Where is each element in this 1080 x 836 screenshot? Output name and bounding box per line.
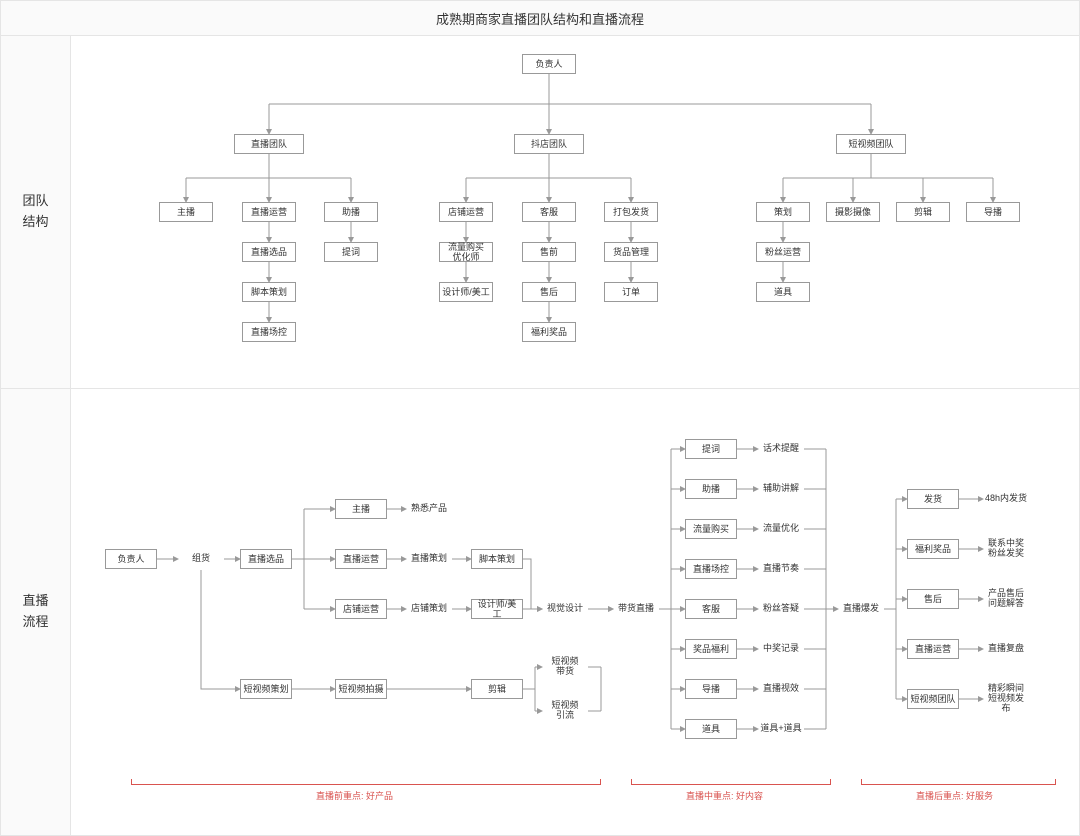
flow-h6: 短视频带货: [542, 656, 588, 678]
flow-n3: 主播: [335, 499, 387, 519]
flow-rh3: 流量优化: [758, 518, 804, 540]
flow-r8: 道具: [685, 719, 737, 739]
team-child-1-2: 打包发货: [604, 202, 658, 222]
team-child-2-2: 剪辑: [896, 202, 950, 222]
flow-h2: 熟悉产品: [406, 498, 452, 520]
flow-h5: 视觉设计: [542, 598, 588, 620]
flow-p5: 短视频团队: [907, 689, 959, 709]
flow-ph5: 精彩瞬间短视频发布: [983, 688, 1029, 710]
team-chain-0-1-1: 脚本策划: [242, 282, 296, 302]
section-flow: 直播流程 负责人组货直播选品主播熟悉产品直播运营直播策划脚本策划店铺运营店铺策划…: [0, 389, 1080, 836]
footer-note-2: 直播后重点: 好服务: [916, 789, 993, 802]
flow-ph4: 直播复盘: [983, 638, 1029, 660]
flow-h9: 直播爆发: [838, 598, 884, 620]
team-chain-0-1-0: 直播选品: [242, 242, 296, 262]
team-group-0: 直播团队: [234, 134, 304, 154]
team-root: 负责人: [522, 54, 576, 74]
flow-n5: 脚本策划: [471, 549, 523, 569]
team-child-0-1: 直播运营: [242, 202, 296, 222]
flow-p2: 福利奖品: [907, 539, 959, 559]
flow-rh2: 辅助讲解: [758, 478, 804, 500]
flow-r3: 流量购买: [685, 519, 737, 539]
team-chain-1-0-1: 设计师/美工: [439, 282, 493, 302]
team-child-1-0: 店铺运营: [439, 202, 493, 222]
flow-r7: 导播: [685, 679, 737, 699]
team-chain-2-0-0: 粉丝运营: [756, 242, 810, 262]
team-chain-1-1-2: 福利奖品: [522, 322, 576, 342]
flow-n10: 剪辑: [471, 679, 523, 699]
flow-h7: 短视频引流: [542, 700, 588, 722]
flow-rh5: 粉丝答疑: [758, 598, 804, 620]
flow-r1: 提词: [685, 439, 737, 459]
team-chain-1-1-1: 售后: [522, 282, 576, 302]
title-text: 成熟期商家直播团队结构和直播流程: [436, 9, 644, 28]
sidebar-flow: 直播流程: [1, 389, 71, 835]
bracket-2: [861, 779, 1056, 785]
flow-p4: 直播运营: [907, 639, 959, 659]
sidebar-flow-label: 直播流程: [22, 591, 48, 633]
flow-rh7: 直播视效: [758, 678, 804, 700]
flow-p1: 发货: [907, 489, 959, 509]
flow-h8: 带货直播: [613, 598, 659, 620]
flow-n9: 短视频拍摄: [335, 679, 387, 699]
team-chain-2-0-1: 道具: [756, 282, 810, 302]
team-chain-1-0-0: 流量购买优化师: [439, 242, 493, 262]
footer-note-0: 直播前重点: 好产品: [316, 789, 393, 802]
flow-ph3: 产品售后问题解答: [983, 588, 1029, 610]
team-child-0-0: 主播: [159, 202, 213, 222]
flow-n8: 短视频策划: [240, 679, 292, 699]
team-group-2: 短视频团队: [836, 134, 906, 154]
sidebar-team: 团队结构: [1, 36, 71, 388]
flow-r4: 直播场控: [685, 559, 737, 579]
flow-n4: 直播运营: [335, 549, 387, 569]
bracket-1: [631, 779, 831, 785]
canvas-flow: 负责人组货直播选品主播熟悉产品直播运营直播策划脚本策划店铺运营店铺策划设计师/美…: [71, 389, 1079, 835]
flow-rh8: 道具+道具: [758, 718, 804, 740]
flow-r5: 客服: [685, 599, 737, 619]
team-child-2-1: 摄影摄像: [826, 202, 880, 222]
flow-n7: 设计师/美工: [471, 599, 523, 619]
page-title: 成熟期商家直播团队结构和直播流程: [0, 0, 1080, 36]
sidebar-team-label: 团队结构: [22, 191, 48, 233]
team-group-1: 抖店团队: [514, 134, 584, 154]
flow-ph2: 联系中奖粉丝发奖: [983, 538, 1029, 560]
flow-n2: 直播选品: [240, 549, 292, 569]
flow-n6: 店铺运营: [335, 599, 387, 619]
section-team: 团队结构 负责人直播团队主播 直播运营直播选品脚本策划直播场控 助播提词 抖店团队店铺…: [0, 36, 1080, 389]
team-chain-0-2-0: 提词: [324, 242, 378, 262]
flow-rh4: 直播节奏: [758, 558, 804, 580]
team-child-0-2: 助播: [324, 202, 378, 222]
flow-p3: 售后: [907, 589, 959, 609]
team-chain-1-2-1: 订单: [604, 282, 658, 302]
team-child-2-0: 策划: [756, 202, 810, 222]
flow-h4: 店铺策划: [406, 598, 452, 620]
flow-r2: 助播: [685, 479, 737, 499]
team-chain-1-1-0: 售前: [522, 242, 576, 262]
canvas-team: 负责人直播团队主播 直播运营直播选品脚本策划直播场控 助播提词 抖店团队店铺运营流量购…: [71, 36, 1079, 388]
flow-ph1: 48h内发货: [983, 488, 1029, 510]
flow-rh6: 中奖记录: [758, 638, 804, 660]
flow-h3: 直播策划: [406, 548, 452, 570]
flow-rh1: 话术提醒: [758, 438, 804, 460]
team-chain-1-2-0: 货品管理: [604, 242, 658, 262]
team-child-1-1: 客服: [522, 202, 576, 222]
team-child-2-3: 导播: [966, 202, 1020, 222]
flow-h1: 组货: [178, 548, 224, 570]
team-chain-0-1-2: 直播场控: [242, 322, 296, 342]
bracket-0: [131, 779, 601, 785]
flow-r6: 奖品福利: [685, 639, 737, 659]
flow-n1: 负责人: [105, 549, 157, 569]
footer-note-1: 直播中重点: 好内容: [686, 789, 763, 802]
